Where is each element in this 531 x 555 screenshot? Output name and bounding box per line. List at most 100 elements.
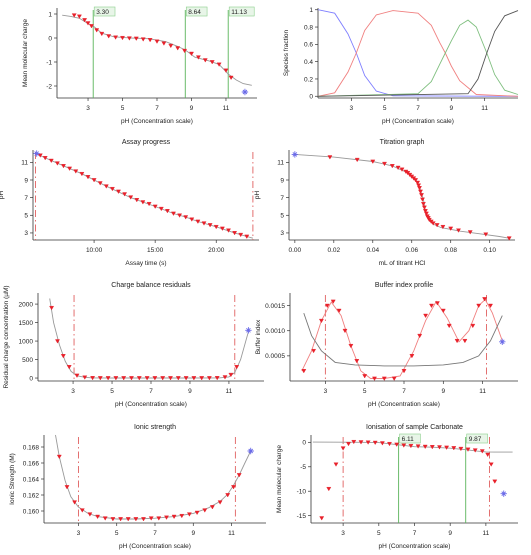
series-line [317, 9, 519, 97]
series-line [294, 153, 510, 239]
data-point-marker [440, 308, 446, 313]
data-point-marker [73, 169, 79, 174]
y-tick-label: 0.2 [304, 76, 313, 83]
data-point-marker [140, 200, 146, 205]
x-axis-label: mL of titrant HCl [379, 260, 426, 267]
chart-title: Buffer index profile [375, 282, 433, 289]
data-point-marker [488, 303, 493, 308]
x-tick-label: 5 [383, 105, 387, 112]
data-point-marker [417, 186, 422, 191]
y-tick-label: 0.6 [304, 42, 313, 49]
y-tick-label: 1 [309, 7, 313, 14]
data-point-marker [231, 485, 236, 490]
data-point-marker [126, 36, 132, 41]
y-tick-label: 1000 [19, 338, 34, 345]
x-axis-label: pH (Concentration scale) [115, 401, 187, 408]
data-point-marker [164, 515, 169, 520]
data-point-marker [236, 473, 242, 478]
x-tick-label: 7 [149, 388, 153, 395]
data-point-marker [354, 359, 360, 364]
y-axis-label: pH [0, 191, 5, 200]
data-point-marker [189, 51, 194, 56]
y-axis-label: Mean molecular charge [22, 19, 29, 87]
data-point-marker [85, 175, 91, 180]
x-tick-label: 3 [71, 388, 75, 395]
data-point-marker [209, 60, 215, 65]
x-tick-label: 7 [402, 388, 406, 395]
chart-2: 3 5 7 9 11 0 0.2 0.4 0.6 0.8 1 pH (Concentration sc… [283, 7, 519, 125]
data-point-marker [171, 211, 176, 216]
chart-7: 3 5 7 9 11 0.160 0.162 0.164 0.166 0.168 Ionic str… [9, 424, 266, 550]
y-tick-label: -5 [300, 464, 306, 471]
y-tick-label: 0.168 [23, 444, 40, 451]
y-tick-label: 0 [302, 440, 306, 447]
x-tick-label: 7 [416, 105, 420, 112]
pka-label: 8.64 [188, 9, 201, 16]
data-point-marker [311, 349, 317, 354]
data-point-marker [429, 303, 434, 308]
y-tick-label: 9 [24, 177, 28, 184]
data-point-marker [333, 462, 339, 467]
data-point-marker [56, 454, 62, 459]
data-point-marker [479, 449, 485, 454]
x-tick-label: 3 [324, 388, 328, 395]
data-point-marker [55, 339, 60, 344]
data-point-marker [79, 171, 85, 177]
x-tick-label: 5 [121, 105, 125, 112]
data-point-marker [415, 180, 421, 185]
pka-label: 3.30 [96, 9, 109, 16]
data-point-marker [222, 375, 228, 380]
data-point-marker [82, 18, 88, 23]
data-point-marker [134, 198, 140, 203]
data-point-marker [365, 440, 371, 445]
y-tick-label: 0.0015 [265, 303, 285, 310]
data-point-marker [415, 444, 421, 449]
data-point-marker [342, 328, 348, 334]
data-point-marker [395, 165, 401, 170]
data-point-marker [105, 376, 111, 381]
data-point-marker [244, 234, 250, 239]
series-line [303, 312, 503, 367]
data-point-marker [141, 517, 146, 522]
data-point-marker [327, 155, 333, 160]
data-point-marker [419, 193, 424, 198]
data-point-marker [89, 24, 94, 29]
pka-label: 11.13 [231, 9, 247, 16]
data-point-marker [113, 376, 119, 381]
data-point-marker [94, 28, 100, 33]
data-point-marker [72, 500, 78, 505]
data-point-marker [160, 376, 166, 381]
reference-star-marker [499, 338, 506, 345]
data-point-marker [66, 365, 72, 370]
series-line [317, 19, 519, 97]
y-tick-label: 7 [280, 195, 284, 202]
series-line [317, 10, 519, 97]
y-tick-label: 0 [48, 35, 52, 42]
data-point-marker [37, 153, 43, 158]
reference-star-marker [241, 88, 249, 96]
x-tick-label: 7 [413, 530, 417, 537]
y-tick-label: -15 [297, 513, 307, 520]
data-point-marker [340, 446, 346, 451]
data-point-marker [109, 186, 115, 192]
data-point-marker [429, 445, 435, 450]
data-point-marker [401, 443, 407, 448]
data-point-marker [194, 510, 200, 515]
data-point-marker [189, 217, 195, 222]
data-point-marker [97, 181, 103, 186]
x-tick-label: 9 [448, 530, 452, 537]
reference-star-marker [500, 490, 507, 497]
y-tick-label: 0 [29, 375, 33, 382]
data-point-marker [482, 297, 488, 302]
x-tick-label: 7 [153, 530, 157, 537]
data-point-marker [99, 31, 105, 37]
data-point-marker [61, 164, 66, 169]
reference-star-marker [245, 327, 252, 334]
data-point-marker [133, 36, 139, 41]
chart-title: Charge balance residuals [111, 282, 191, 289]
y-tick-label: 0.162 [23, 492, 40, 499]
data-point-marker [207, 223, 213, 228]
data-point-marker [228, 75, 234, 80]
reference-star-marker [33, 150, 40, 157]
